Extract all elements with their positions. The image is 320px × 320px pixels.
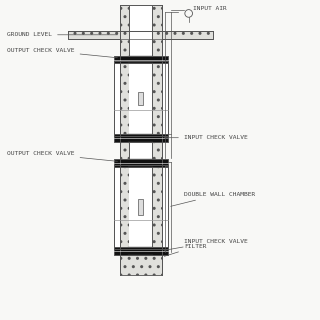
Bar bbox=[152, 249, 162, 275]
Bar bbox=[120, 249, 130, 275]
Bar bbox=[114, 56, 168, 63]
Text: GROUND LEVEL: GROUND LEVEL bbox=[7, 32, 117, 37]
Bar bbox=[130, 5, 152, 31]
Bar bbox=[162, 31, 213, 39]
Text: FILTER: FILTER bbox=[164, 244, 206, 256]
Bar bbox=[152, 61, 162, 136]
Bar bbox=[120, 61, 130, 136]
Bar bbox=[130, 249, 152, 275]
Text: OUTPUT CHECK VALVE: OUTPUT CHECK VALVE bbox=[7, 151, 117, 161]
Text: DOUBLE WALL CHAMBER: DOUBLE WALL CHAMBER bbox=[171, 192, 255, 206]
Bar bbox=[138, 92, 143, 105]
Bar bbox=[152, 165, 162, 249]
Bar bbox=[130, 165, 152, 249]
Bar bbox=[114, 134, 168, 141]
Text: OUTPUT CHECK VALVE: OUTPUT CHECK VALVE bbox=[7, 48, 117, 58]
Text: INPUT CHECK VALVE: INPUT CHECK VALVE bbox=[164, 239, 248, 250]
Bar bbox=[68, 31, 120, 39]
Bar bbox=[114, 165, 168, 249]
Bar bbox=[120, 165, 130, 249]
Bar bbox=[114, 61, 168, 136]
Text: INPUT CHECK VALVE: INPUT CHECK VALVE bbox=[164, 135, 248, 140]
Bar bbox=[152, 5, 162, 31]
Text: INPUT AIR: INPUT AIR bbox=[194, 6, 227, 11]
Bar bbox=[130, 136, 152, 165]
Bar bbox=[120, 249, 162, 275]
Bar bbox=[152, 31, 162, 61]
Bar bbox=[130, 61, 152, 136]
Bar bbox=[114, 247, 168, 255]
Bar bbox=[152, 136, 162, 165]
Bar bbox=[114, 159, 168, 167]
Bar bbox=[120, 31, 130, 61]
Bar bbox=[120, 136, 130, 165]
Bar bbox=[130, 31, 152, 61]
Bar bbox=[120, 5, 130, 31]
Bar bbox=[138, 199, 143, 215]
